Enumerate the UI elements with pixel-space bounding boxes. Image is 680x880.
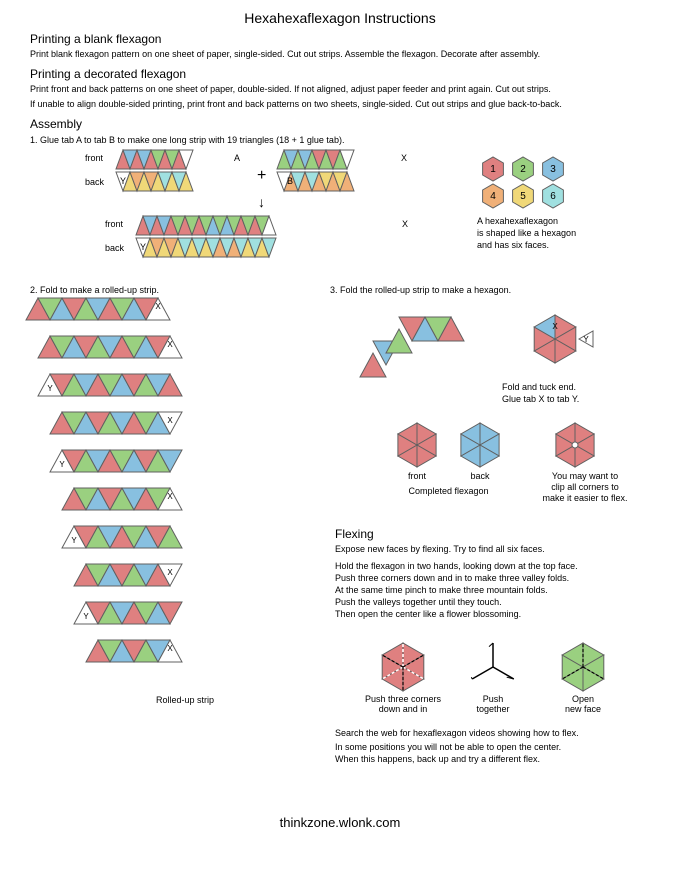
flex-push-corners <box>375 642 431 692</box>
hex-clipped <box>550 422 600 468</box>
fold-hexagon: XY <box>350 297 640 402</box>
label-front: front <box>85 153 103 163</box>
svg-text:6: 6 <box>550 191 556 202</box>
svg-text:X: X <box>167 340 173 349</box>
flexing-steps: Hold the flexagon in two hands, looking … <box>335 560 650 620</box>
strip-front-1 <box>115 149 194 171</box>
hexnums-text: A hexahexaflexagon is shaped like a hexa… <box>477 215 576 251</box>
plus-icon: + <box>257 167 266 185</box>
page-title: Hexahexaflexagon Instructions <box>30 10 650 26</box>
rolled-cascade: X X Y X Y X Y X Y X <box>25 297 325 697</box>
label-back-3: back <box>455 471 505 481</box>
label-back-2: back <box>105 243 124 253</box>
strip-joined-front <box>135 215 277 237</box>
flex-cap-3: Open new face <box>540 694 626 714</box>
flexing-heading: Flexing <box>335 527 650 541</box>
svg-text:X: X <box>167 416 173 425</box>
section-decorated-text1: Print front and back patterns on one she… <box>30 83 650 96</box>
svg-text:Y: Y <box>47 384 53 393</box>
label-A: A <box>234 153 240 163</box>
assembly-step2: 2. Fold to make a rolled-up strip. <box>30 285 330 295</box>
hex-front <box>392 422 442 468</box>
section-decorated-heading: Printing a decorated flexagon <box>30 67 650 81</box>
clip-text: You may want to clip all corners to make… <box>535 471 635 504</box>
assembly-heading: Assembly <box>30 117 650 131</box>
svg-text:Y: Y <box>59 460 65 469</box>
flexing-note: In some positions you will not be able t… <box>335 741 561 765</box>
hex-numbers: 1 2 3 4 5 6 <box>475 154 605 212</box>
flex-push-together <box>465 642 521 692</box>
svg-text:4: 4 <box>490 191 496 202</box>
label-X1: X <box>401 153 407 163</box>
flexing-search: Search the web for hexaflexagon videos s… <box>335 727 579 740</box>
flex-open <box>555 642 611 692</box>
label-Y2: Y <box>140 242 146 252</box>
label-Y1: Y <box>120 176 126 186</box>
svg-text:X: X <box>167 492 173 501</box>
svg-text:2: 2 <box>520 164 526 175</box>
flexing-intro: Expose new faces by flexing. Try to find… <box>335 543 650 556</box>
assembly-step1: 1. Glue tab A to tab B to make one long … <box>30 135 650 145</box>
flex-cap-1: Push three corners down and in <box>355 694 451 714</box>
svg-text:Y: Y <box>71 536 77 545</box>
arrow-down-icon: ↓ <box>258 194 265 210</box>
svg-text:Y: Y <box>583 335 589 344</box>
svg-text:5: 5 <box>520 191 526 202</box>
svg-text:X: X <box>167 568 173 577</box>
svg-text:1: 1 <box>490 164 496 175</box>
flex-cap-2: Push together <box>450 694 536 714</box>
svg-text:Y: Y <box>83 612 89 621</box>
strip-front-2 <box>276 149 355 171</box>
label-B: B <box>287 176 293 186</box>
section-blank-text: Print blank flexagon pattern on one shee… <box>30 48 650 61</box>
footer-link: thinkzone.wlonk.com <box>0 815 680 830</box>
section-decorated-text2: If unable to align double-sided printing… <box>30 98 650 111</box>
section-blank-heading: Printing a blank flexagon <box>30 32 650 46</box>
svg-text:X: X <box>155 302 161 311</box>
label-front-3: front <box>392 471 442 481</box>
completed-label: Completed flexagon <box>392 486 505 496</box>
svg-text:X: X <box>552 322 558 331</box>
label-X2: X <box>402 219 408 229</box>
strip-joined-back <box>135 237 277 259</box>
assembly-step3: 3. Fold the rolled-up strip to make a he… <box>330 285 511 295</box>
hex-back <box>455 422 505 468</box>
label-back: back <box>85 177 104 187</box>
rolled-caption: Rolled-up strip <box>100 695 270 705</box>
fold-tuck-text: Fold and tuck end. Glue tab X to tab Y. <box>502 381 579 405</box>
label-front-2: front <box>105 219 123 229</box>
svg-text:X: X <box>167 644 173 653</box>
svg-text:3: 3 <box>550 164 556 175</box>
strip-back-1 <box>115 171 194 193</box>
